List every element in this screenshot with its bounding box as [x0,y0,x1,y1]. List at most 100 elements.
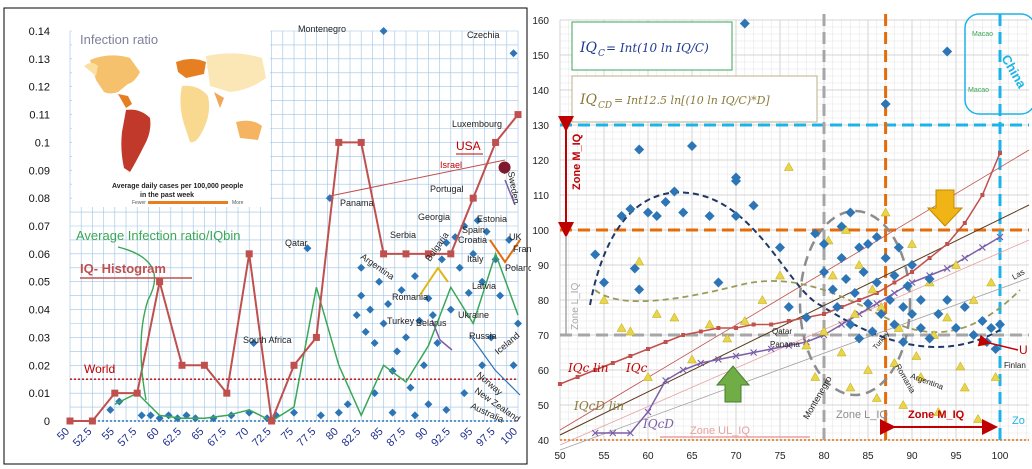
blue-point [731,172,741,183]
yellow-point [819,326,829,336]
blue-point [907,260,917,270]
yellow-point [783,161,794,171]
right-y-ticks: 40 50 60 70 80 90 100 110 120 130 140 150 160 [532,16,549,447]
connector-usa [329,159,506,197]
country-point [478,361,487,370]
iqc-marker [663,340,668,344]
right-x-tick-label: 85 [862,451,874,462]
left-y-tick-label: 0.11 [29,110,50,122]
yellow-point [827,270,838,280]
histogram-marker [88,417,96,425]
right-y-tick-label: 60 [538,366,550,377]
iqc-marker [962,221,967,225]
blue-point [634,284,645,295]
country-point [442,405,451,414]
equation-2-sub: CD [598,101,612,111]
country-point [303,244,312,253]
blue-point [898,337,909,347]
map-legend-high: More [232,200,244,206]
yellow-point [836,347,847,357]
country-point [433,339,442,347]
blue-point [990,344,1001,354]
histogram-marker [492,138,500,146]
yellow-point [704,319,715,329]
connector-blue [469,334,521,396]
blue-point [951,323,961,333]
blue-point [876,309,887,319]
blue-point [915,295,926,305]
right-x-tick-label: 60 [642,451,654,462]
blue-point [867,326,878,337]
country-point [375,277,384,286]
iqcd-line [595,236,1001,434]
yellow-point [775,270,785,280]
yellow-point [651,308,662,318]
left-y-tick-label: 0.04 [29,305,50,317]
yellow-point [687,354,697,364]
blue-point [748,200,759,211]
left-y-tick-label: 0.06 [29,249,50,261]
country-point [469,249,478,258]
right-x-ticks: 50 55 60 65 70 75 80 85 90 95 100 [554,451,1008,462]
yellow-point [722,333,733,343]
china-box [964,13,1032,115]
iqc-marker [646,347,650,351]
blue-point [687,141,697,151]
blue-point [783,302,794,312]
left-y-tick-label: 0.12 [29,82,50,94]
yellow-point [889,357,900,367]
country-point [487,333,496,342]
blue-point [827,284,838,295]
histogram-marker [66,417,74,425]
country-point [357,263,366,272]
histogram-marker [200,361,208,369]
blue-point [902,281,913,291]
yellow-point [849,308,860,318]
iqc-marker [892,280,897,285]
right-x-tick-label: 65 [686,451,698,462]
map-australia [236,120,262,140]
trend-line-3 [559,239,1030,446]
country-point [410,411,419,420]
iqcd-marker [943,265,951,272]
blue-point [968,330,979,340]
blue-point [845,207,856,218]
blue-point [863,239,873,249]
yellow-point [986,277,997,287]
iqcd-marker [626,429,634,437]
iqc-marker [822,312,826,316]
left-y-tick-label: 0.07 [29,221,50,233]
country-point [316,411,325,420]
blue-point [898,302,909,312]
left-y-tick-label: 0.08 [29,193,50,205]
u-label: U [1019,343,1028,357]
map-south-america [121,109,151,172]
iqcd-marker [591,429,599,437]
left-y-tick-label: 0.14 [29,26,50,38]
country-point [482,227,491,236]
right-y-tick-label: 70 [538,331,550,342]
country-point [379,27,388,35]
blue-point [643,207,653,218]
histogram-marker [469,194,477,202]
country-point [460,389,469,398]
right-x-tick-label: 100 [992,451,1009,462]
yellow-point [911,350,922,360]
country-point [106,405,115,414]
blue-point [836,221,847,232]
country-point [249,339,258,347]
iqc-marker [769,322,774,327]
yellow-point [871,392,882,402]
blue-point [854,333,865,344]
label-italy: Italy [467,254,484,264]
blue-point [819,267,829,277]
yellow-point [867,284,878,294]
right-y-tick-label: 160 [532,16,549,27]
blue-point [634,144,645,155]
iqc-marker [751,322,756,327]
yellow-point [933,406,944,416]
blue-point [907,309,917,319]
histogram-marker [335,138,343,146]
yellow-point [634,256,645,266]
left-chart: 0 0.01 0.02 0.03 0.04 0.05 0.06 0.07 0.08 0.09 0.1… [3,7,537,465]
